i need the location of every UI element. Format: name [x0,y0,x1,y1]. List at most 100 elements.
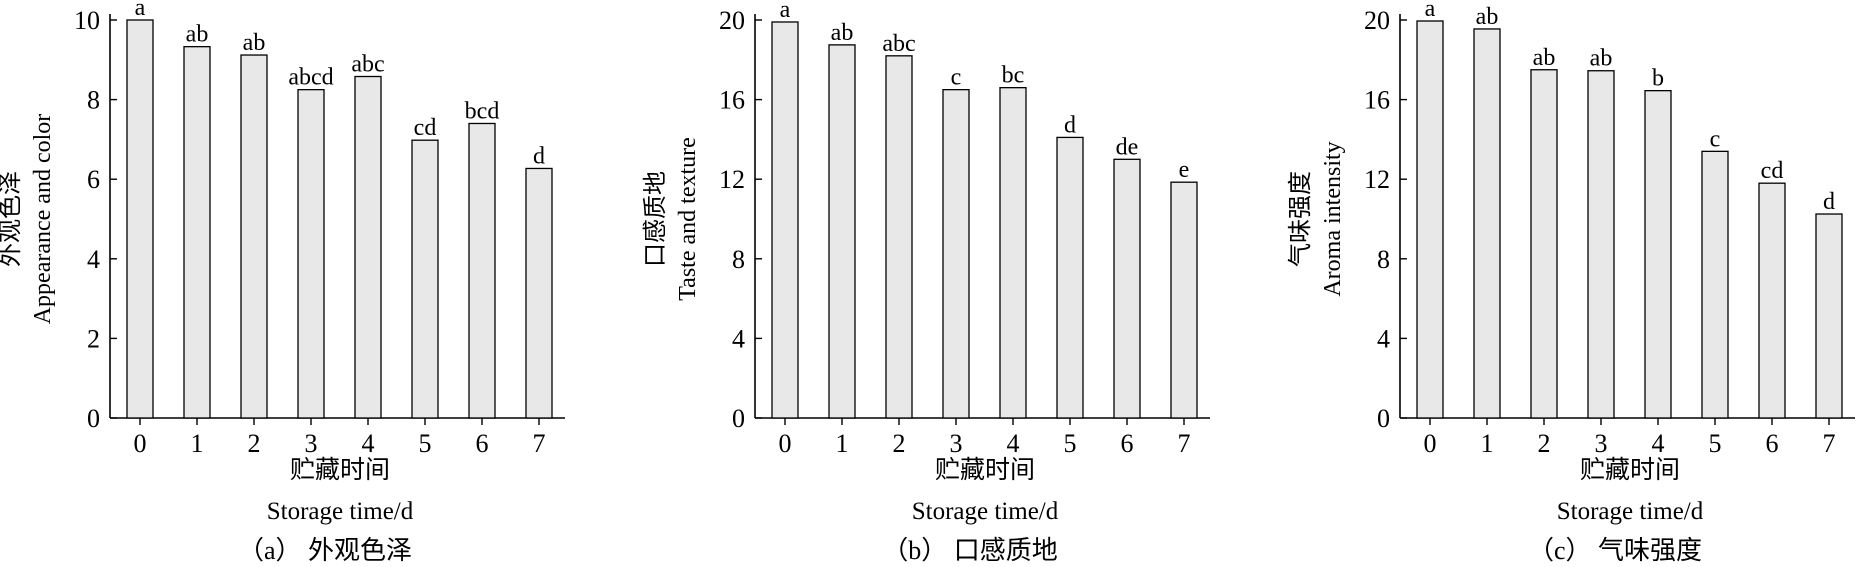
significance-letter: ab [1476,4,1499,30]
significance-letter: ab [1590,46,1613,72]
x-tick-label: 0 [134,429,147,458]
significance-letter: d [533,143,545,169]
bar [411,139,439,419]
bar [1113,158,1141,419]
panel-caption: （b） 口感质地 [882,536,1058,565]
bar [468,122,496,419]
panel-caption: （c） 气味强度 [1528,536,1702,565]
x-tick-label: 5 [419,429,432,458]
bar [942,89,970,419]
bar [1170,181,1198,419]
significance-letter: bc [1002,63,1025,89]
y-tick-label: 0 [732,404,745,433]
y-tick-label: 0 [87,404,100,433]
panel-caption: （a） 外观色泽 [238,536,412,565]
x-tick-label: 1 [191,429,204,458]
significance-letter: ab [1533,45,1556,71]
x-tick-label: 7 [1178,429,1191,458]
y-axis-title-en: Appearance and color [30,114,56,325]
bar [297,89,325,419]
significance-letter: c [1710,126,1721,152]
bar [1587,70,1615,419]
x-tick-label: 7 [1823,429,1836,458]
x-tick-label: 5 [1064,429,1077,458]
significance-letter: a [780,0,791,23]
x-tick-label: 3 [305,429,318,458]
significance-letter: a [1425,0,1436,22]
x-tick-label: 4 [1652,429,1665,458]
y-tick-label: 4 [732,324,745,353]
bar [1056,136,1084,419]
x-axis-title-cn: 贮藏时间 [1580,456,1680,484]
y-axis-title-cn: 气味强度 [1287,171,1314,267]
significance-letter: d [1064,112,1076,138]
y-tick-label: 16 [1364,86,1390,115]
significance-letter: abcd [288,65,333,91]
significance-letter: e [1179,157,1190,183]
significance-letter: abc [882,31,915,57]
y-axis-title-cn: 外观色泽 [0,171,24,267]
bar [525,167,553,419]
x-axis-title-cn: 贮藏时间 [935,456,1035,484]
x-tick-label: 0 [1424,429,1437,458]
bar [1530,69,1558,419]
x-tick-label: 4 [362,429,375,458]
y-axis-title-en: Aroma intensity [1320,141,1346,296]
y-tick-label: 8 [1377,245,1390,274]
x-tick-label: 5 [1709,429,1722,458]
bar [1701,150,1729,419]
y-tick-label: 4 [1377,324,1390,353]
y-tick-label: 16 [719,86,745,115]
y-tick-label: 2 [87,324,100,353]
y-tick-label: 10 [74,6,100,35]
x-axis-title-cn: 贮藏时间 [290,456,390,484]
bar [1473,28,1501,419]
significance-letter: abc [351,52,384,78]
x-tick-label: 1 [836,429,849,458]
x-tick-label: 0 [779,429,792,458]
bar [240,54,268,419]
x-tick-label: 2 [248,429,261,458]
x-tick-label: 6 [1121,429,1134,458]
y-tick-label: 8 [87,86,100,115]
x-tick-label: 2 [1538,429,1551,458]
y-axis-title-en: Taste and texture [675,137,701,301]
x-tick-label: 4 [1007,429,1020,458]
x-tick-label: 2 [893,429,906,458]
bar [1644,89,1672,419]
significance-letter: bcd [465,98,500,124]
y-tick-label: 0 [1377,404,1390,433]
x-tick-label: 3 [950,429,963,458]
bar [828,44,856,419]
y-tick-label: 20 [1364,6,1390,35]
significance-letter: de [1116,134,1139,160]
bar [354,75,382,419]
significance-letter: ab [831,20,854,46]
y-tick-label: 8 [732,245,745,274]
x-tick-label: 7 [533,429,546,458]
x-tick-label: 1 [1481,429,1494,458]
bar [126,19,154,419]
y-axis-title-cn: 口感质地 [642,171,669,267]
significance-letter: ab [243,30,266,56]
x-axis-title-en: Storage time/d [267,498,414,525]
bar [771,21,799,419]
x-axis-title-en: Storage time/d [1557,498,1704,525]
bar [999,87,1027,419]
x-tick-label: 6 [1766,429,1779,458]
significance-letter: ab [186,22,209,48]
x-axis-title-en: Storage time/d [912,498,1059,525]
y-tick-label: 6 [87,165,100,194]
y-tick-label: 4 [87,245,100,274]
x-tick-label: 3 [1595,429,1608,458]
significance-letter: cd [414,115,437,141]
bar [183,46,211,419]
significance-letter: a [135,0,146,21]
significance-letter: d [1823,189,1835,215]
bar [1416,20,1444,419]
significance-letter: cd [1761,158,1784,184]
bar [1758,182,1786,419]
y-tick-label: 20 [719,6,745,35]
bar [1815,213,1843,419]
